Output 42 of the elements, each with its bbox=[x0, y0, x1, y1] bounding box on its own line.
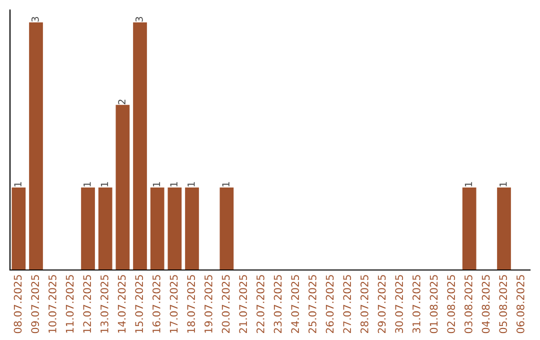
x-tick-label: 30.07.2025 bbox=[395, 275, 404, 334]
x-tick-label: 31.07.2025 bbox=[412, 275, 420, 334]
data-label: 2 bbox=[118, 100, 126, 104]
x-tick-label: 14.07.2025 bbox=[118, 275, 126, 333]
x-tick-label: 29.07.2025 bbox=[378, 275, 386, 334]
x-tick-label: 02.08.2025 bbox=[447, 275, 456, 334]
x-tick-label: 25.07.2025 bbox=[308, 275, 316, 334]
x-tick-label: 27.07.2025 bbox=[343, 275, 352, 334]
x-tick-label: 16.07.2025 bbox=[152, 275, 160, 333]
data-label: 1 bbox=[188, 182, 195, 186]
x-tick-label: 26.07.2025 bbox=[326, 275, 334, 334]
data-label: 1 bbox=[464, 182, 472, 186]
x-tick-label: 17.07.2025 bbox=[170, 275, 178, 333]
x-tick-label: 19.07.2025 bbox=[204, 275, 212, 333]
x-tick-label: 05.08.2025 bbox=[499, 275, 508, 334]
x-tick-label: 20.07.2025 bbox=[222, 275, 230, 334]
x-tick-label: 12.07.2025 bbox=[83, 275, 92, 333]
data-label: 3 bbox=[31, 16, 39, 22]
x-tick-label: 11.07.2025 bbox=[66, 275, 74, 333]
x-tick-label: 22.07.2025 bbox=[256, 275, 264, 334]
x-tick-label: 09.07.2025 bbox=[31, 275, 40, 334]
data-label: 1 bbox=[152, 182, 160, 186]
data-label: 1 bbox=[500, 182, 507, 186]
x-tick-label: 21.07.2025 bbox=[239, 275, 248, 334]
x-tick-label: 28.07.2025 bbox=[360, 275, 368, 334]
x-tick-label: 15.07.2025 bbox=[135, 275, 144, 333]
x-tick-label: 01.08.2025 bbox=[430, 275, 438, 334]
x-tick-label: 13.07.2025 bbox=[100, 275, 108, 333]
x-tick-label: 24.07.2025 bbox=[291, 275, 300, 334]
data-label: 1 bbox=[14, 182, 22, 186]
x-tick-label: 18.07.2025 bbox=[187, 275, 196, 333]
x-tick-label: 06.08.2025 bbox=[516, 275, 524, 334]
data-label: 1 bbox=[170, 182, 178, 186]
data-label: 1 bbox=[222, 182, 230, 186]
x-tick-label: 03.08.2025 bbox=[464, 275, 472, 334]
data-label: 1 bbox=[84, 182, 91, 186]
x-tick-label: 23.07.2025 bbox=[274, 275, 282, 334]
x-tick-label: 04.08.2025 bbox=[482, 275, 490, 334]
x-tick-label: 08.07.2025 bbox=[14, 275, 22, 334]
x-tick-label: 10.07.2025 bbox=[48, 275, 56, 333]
data-label: 3 bbox=[135, 16, 143, 22]
data-label: 1 bbox=[100, 182, 108, 186]
